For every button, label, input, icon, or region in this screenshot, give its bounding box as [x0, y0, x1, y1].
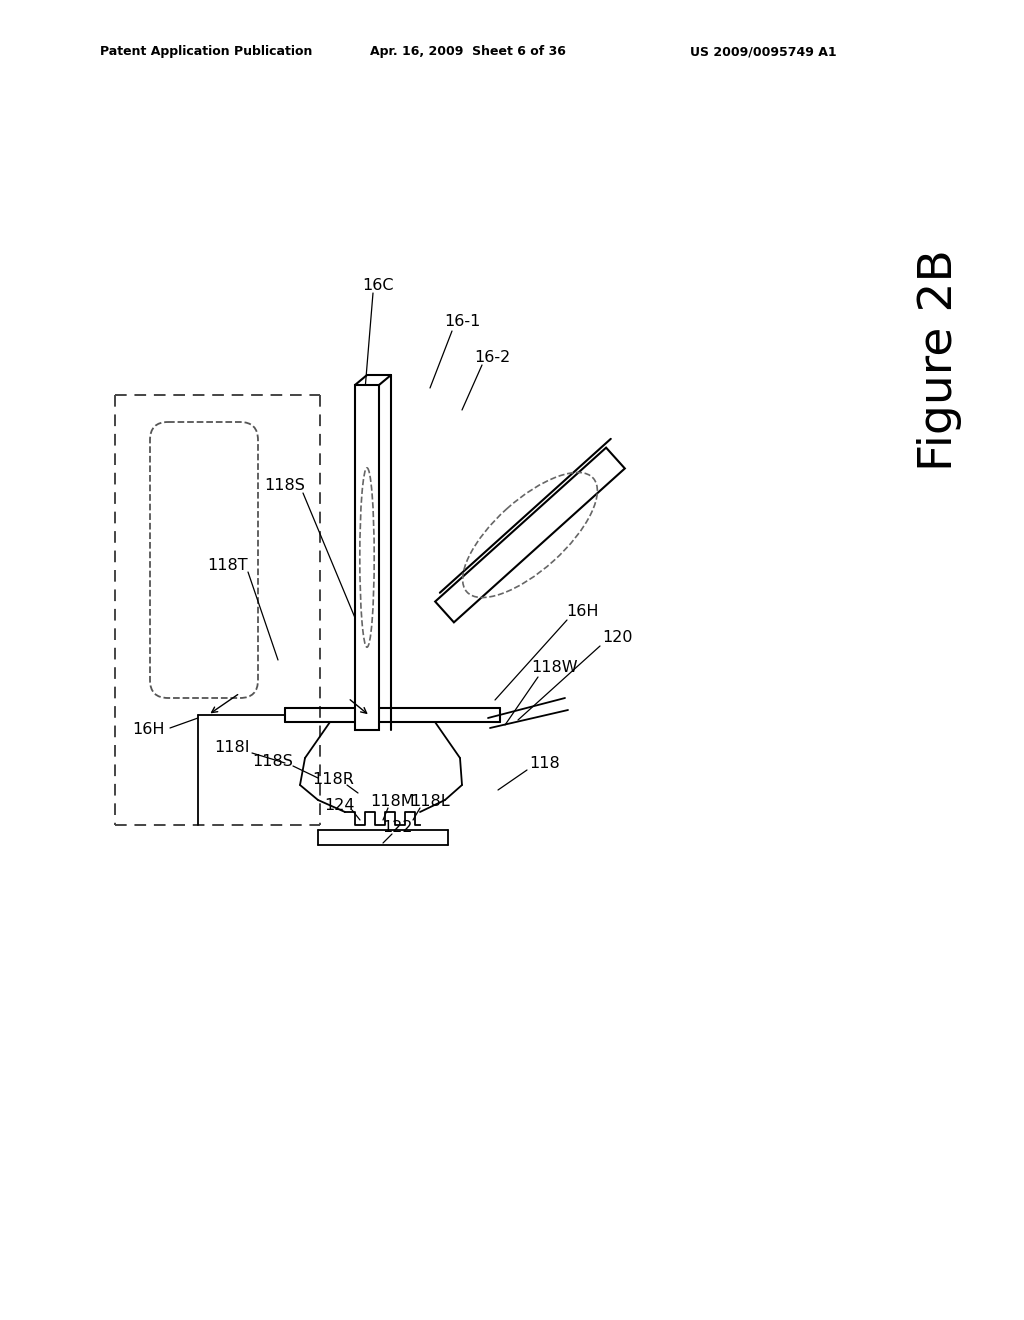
Text: US 2009/0095749 A1: US 2009/0095749 A1	[690, 45, 837, 58]
Text: 118I: 118I	[214, 741, 250, 755]
Bar	[355, 385, 379, 730]
Text: 16H: 16H	[132, 722, 164, 738]
Text: Figure 2B: Figure 2B	[918, 249, 963, 471]
Text: 118: 118	[529, 755, 560, 771]
Polygon shape	[435, 447, 625, 622]
Text: 124: 124	[325, 797, 355, 813]
Text: 118R: 118R	[312, 772, 354, 788]
Text: 16H: 16H	[566, 605, 599, 619]
Text: 118W: 118W	[531, 660, 579, 676]
Text: 118S: 118S	[253, 755, 294, 770]
Text: 16-1: 16-1	[443, 314, 480, 330]
Text: 120: 120	[603, 631, 633, 645]
Text: 118S: 118S	[264, 478, 305, 492]
Text: 118T: 118T	[208, 557, 248, 573]
Text: Patent Application Publication: Patent Application Publication	[100, 45, 312, 58]
Text: 16-2: 16-2	[474, 350, 510, 364]
Text: 122: 122	[383, 821, 414, 836]
Text: 118L: 118L	[411, 795, 450, 809]
Text: 118M: 118M	[371, 795, 416, 809]
Text: 16C: 16C	[362, 277, 394, 293]
Text: Apr. 16, 2009  Sheet 6 of 36: Apr. 16, 2009 Sheet 6 of 36	[370, 45, 566, 58]
